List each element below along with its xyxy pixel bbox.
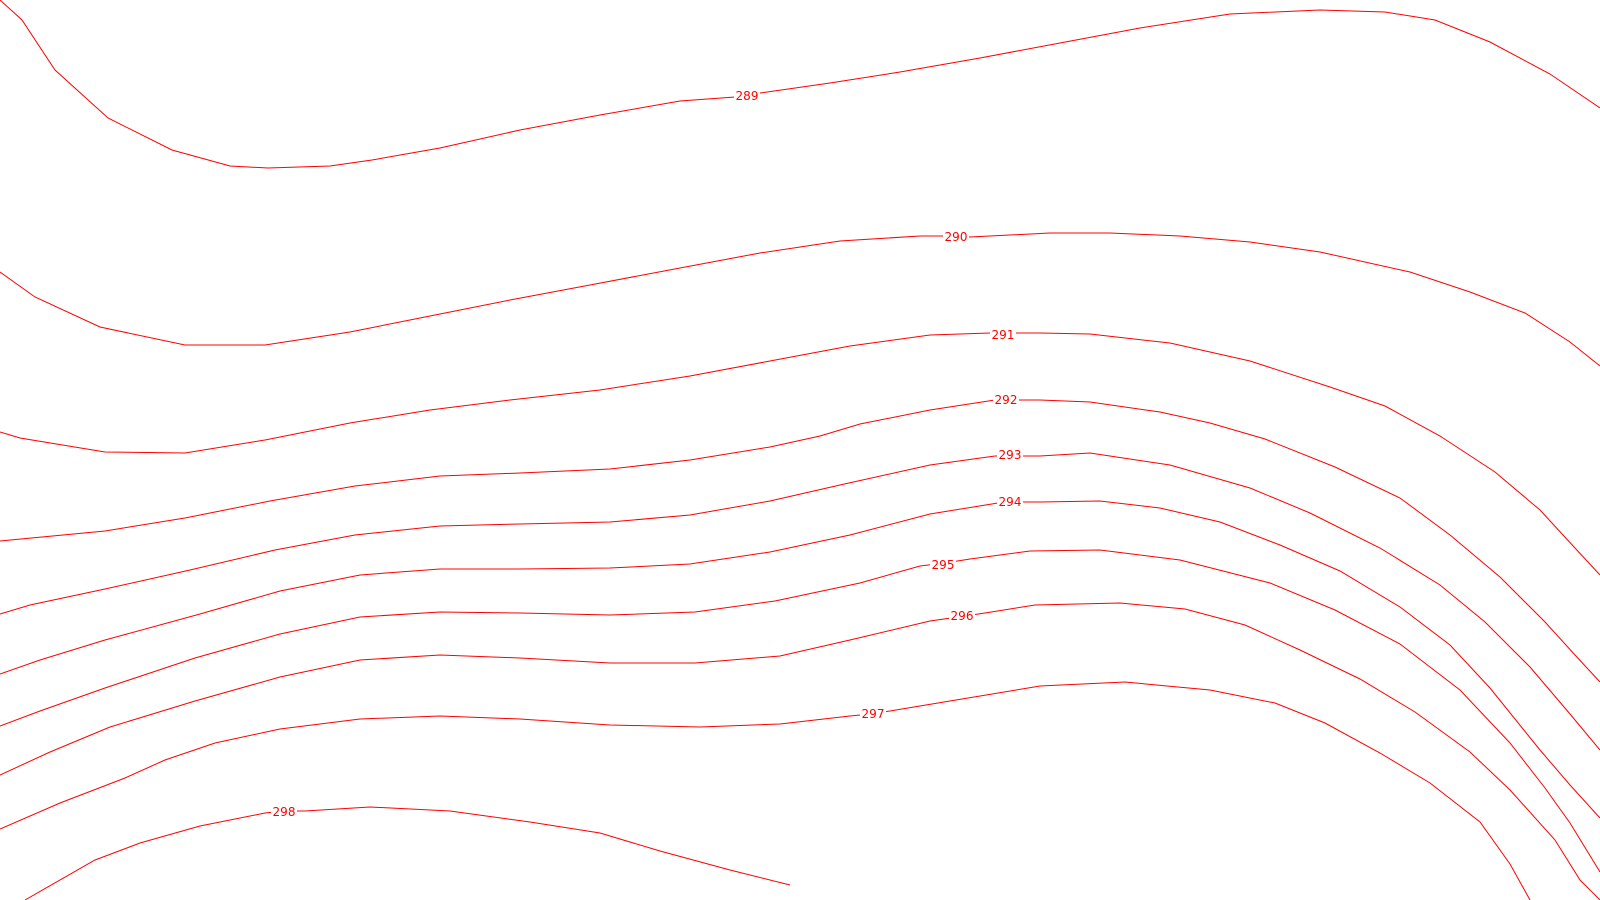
- contour-label-background: [990, 328, 1016, 342]
- contour-line-295: [0, 549, 1600, 873]
- contour-line-294: [0, 500, 1600, 819]
- contour-line-292: [0, 399, 1600, 683]
- contour-label-background: [860, 707, 886, 721]
- contour-label-background: [271, 805, 297, 819]
- contour-label-289: 289: [736, 89, 759, 103]
- contour-label-background: [997, 495, 1023, 509]
- contour-line-297: [0, 681, 1531, 900]
- contour-label-292: 292: [995, 393, 1018, 407]
- contour-label-background: [949, 609, 975, 623]
- contour-label-296: 296: [951, 609, 974, 623]
- contour-label-background: [993, 393, 1019, 407]
- contour-label-293: 293: [999, 448, 1022, 462]
- contour-labels: 289 290 291 292 293 294 295 296 297 298: [271, 89, 1023, 819]
- contour-label-291: 291: [992, 328, 1015, 342]
- contour-label-290: 290: [945, 230, 968, 244]
- contour-label-background: [734, 89, 760, 103]
- contour-line-291: [0, 332, 1600, 576]
- contour-label-295: 295: [932, 558, 955, 572]
- contour-label-294: 294: [999, 495, 1022, 509]
- contour-label-background: [943, 230, 969, 244]
- contour-label-background: [930, 558, 956, 572]
- contour-line-290: [0, 232, 1600, 367]
- contour-label-297: 297: [862, 707, 885, 721]
- contour-label-background: [997, 448, 1023, 462]
- contour-line-293: [0, 452, 1600, 751]
- contour-label-298: 298: [273, 805, 296, 819]
- contour-line-298: [24, 806, 791, 900]
- contour-line-296: [0, 602, 1600, 900]
- contour-line-289: [0, 0, 1600, 169]
